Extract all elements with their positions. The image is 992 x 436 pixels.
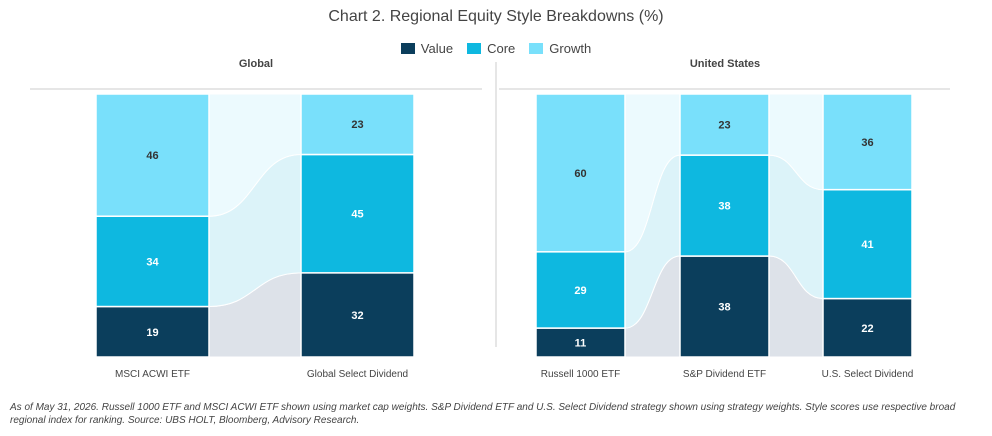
bar-value-msci-acwi-etf	[95, 305, 210, 358]
legend-swatch-growth	[529, 43, 544, 54]
bar-core-s-p-dividend-etf	[679, 154, 770, 257]
data-label-growth-msci-acwi-etf: 46	[146, 150, 158, 162]
legend-swatch-value	[400, 43, 415, 54]
legend-swatch-core	[467, 43, 482, 54]
data-label-core-s-p-dividend-etf: 38	[718, 201, 730, 213]
legend: Value Core Growth	[0, 41, 992, 56]
legend-item-growth[interactable]: Growth	[529, 41, 591, 56]
bar-growth-s-p-dividend-etf	[679, 93, 770, 156]
data-label-core-msci-acwi-etf: 34	[146, 256, 159, 268]
footnote: As of May 31, 2026. Russell 1000 ETF and…	[10, 402, 956, 426]
data-label-core-russell-1000-etf: 29	[574, 285, 586, 297]
panel-title-united-states: United States	[690, 58, 760, 70]
legend-label-value: Value	[420, 41, 454, 56]
data-label-value-s-p-dividend-etf: 38	[718, 302, 730, 314]
data-label-growth-s-p-dividend-etf: 23	[718, 120, 730, 132]
data-label-growth-russell-1000-etf: 60	[574, 168, 586, 180]
bar-value-u-s-select-dividend	[822, 297, 913, 358]
bar-growth-msci-acwi-etf	[95, 93, 210, 217]
bar-growth-global-select-dividend	[300, 93, 415, 156]
bar-growth-u-s-select-dividend	[822, 93, 913, 191]
flow-growth-united-states-0	[624, 93, 681, 253]
bar-core-msci-acwi-etf	[95, 215, 210, 308]
bar-growth-russell-1000-etf	[535, 93, 626, 253]
category-label-u-s-select-dividend: U.S. Select Dividend	[822, 369, 914, 380]
category-label-msci-acwi-etf: MSCI ACWI ETF	[115, 369, 190, 380]
data-label-core-u-s-select-dividend: 41	[861, 239, 873, 251]
data-label-growth-global-select-dividend: 23	[351, 119, 363, 131]
chart-title: Chart 2. Regional Equity Style Breakdown…	[328, 8, 664, 25]
data-label-growth-u-s-select-dividend: 36	[861, 137, 873, 149]
legend-label-growth: Growth	[549, 41, 592, 56]
legend-item-value[interactable]: Value	[400, 41, 454, 56]
category-label-s-p-dividend-etf: S&P Dividend ETF	[683, 369, 766, 380]
panel-title-global: Global	[239, 58, 273, 70]
data-label-core-global-select-dividend: 45	[351, 209, 363, 221]
flow-growth-global-0	[208, 93, 302, 217]
data-label-value-global-select-dividend: 32	[351, 310, 363, 322]
legend-item-core[interactable]: Core	[467, 41, 515, 56]
data-label-value-msci-acwi-etf: 19	[146, 327, 158, 339]
legend-label-core: Core	[487, 41, 516, 56]
bar-core-u-s-select-dividend	[822, 188, 913, 300]
category-label-global-select-dividend: Global Select Dividend	[307, 369, 408, 380]
category-label-russell-1000-etf: Russell 1000 ETF	[541, 369, 620, 380]
data-label-value-u-s-select-dividend: 22	[861, 323, 873, 335]
bar-core-russell-1000-etf	[535, 251, 626, 329]
bar-value-s-p-dividend-etf	[679, 255, 770, 358]
data-label-value-russell-1000-etf: 11	[575, 338, 587, 350]
